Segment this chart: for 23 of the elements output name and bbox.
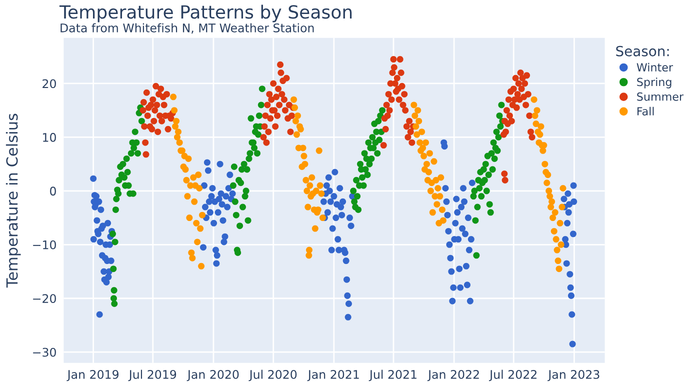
legend-label: Fall [637,106,654,116]
legend-title: Season: [616,46,669,56]
y-tick-label: 10 [43,132,56,142]
x-tick-label: Jan 2020 [186,370,239,382]
y-tick-label: 0 [50,186,56,196]
x-tick-label: Jan 2022 [427,370,479,382]
legend-label: Summer [637,92,684,101]
legend-label: Spring [637,78,672,88]
x-tick-label: Jan 2023 [548,370,600,382]
x-tick-label: Jul 2019 [128,370,176,382]
x-tick-label: Jul 2021 [368,370,416,382]
x-tick-label: Jan 2019 [66,370,118,382]
y-tick-label: −30 [33,348,56,357]
chart-title: Temperature Patterns by Season [59,4,352,22]
x-tick-label: Jul 2020 [248,370,297,382]
y-tick-label: −10 [33,240,56,250]
chart-subtitle: Data from Whitefish N, MT Weather Station [60,23,314,34]
y-tick-label: 20 [42,79,56,88]
y-axis-title: Temperature in Celsius [6,114,21,288]
x-tick-label: Jul 2022 [489,370,536,382]
y-tick-label: −20 [33,294,56,304]
x-tick-label: Jan 2021 [307,370,359,382]
legend-label: Winter [636,62,674,72]
